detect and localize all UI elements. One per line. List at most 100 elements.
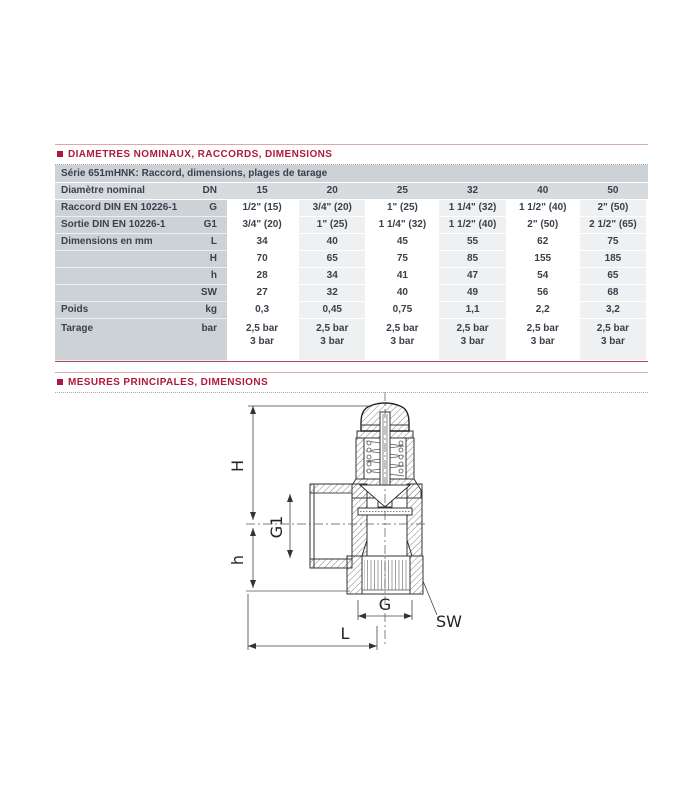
row-label: Dimensions en mm <box>55 234 185 251</box>
value-cell: 40 <box>367 285 438 301</box>
value-cell: 65 <box>577 268 648 284</box>
value-cell: 55 <box>437 234 508 250</box>
dimensions-table: Série 651mHNK: Raccord, dimensions, plag… <box>55 165 648 362</box>
section-header-diameters: DIAMETRES NOMINAUX, RACCORDS, DIMENSIONS <box>55 144 648 165</box>
section-title-measures: MESURES PRINCIPALES, DIMENSIONS <box>68 377 269 388</box>
table-row: Sortie DIN EN 10226-1 G1 3/4" (20) 1" (25) 1… <box>55 217 648 234</box>
value-cell: 49 <box>437 285 508 301</box>
value-cell: 1/2" (15) <box>227 200 298 216</box>
value-cell: 50 <box>577 183 648 199</box>
value-cell: 32 <box>297 285 368 301</box>
dimension-annotations: H h G1 G L SW <box>230 405 462 650</box>
value-cell: 62 <box>507 234 578 250</box>
value-cell: 28 <box>227 268 298 284</box>
value-cell: 0,3 <box>227 302 298 318</box>
value-cell: 25 <box>367 183 438 199</box>
table-row: Poids kg 0,3 0,45 0,75 1,1 2,2 3,2 <box>55 302 648 319</box>
value-cell: 47 <box>437 268 508 284</box>
row-label <box>55 285 185 302</box>
value-cell: 2,5 bar 3 bar <box>507 319 578 360</box>
value-cell: 2,5 bar 3 bar <box>577 319 648 360</box>
value-cell: 1" (25) <box>367 200 438 216</box>
row-symbol: G1 <box>185 217 227 234</box>
value-cell: 75 <box>367 251 438 267</box>
value-cell: 2,5 bar 3 bar <box>297 319 368 360</box>
value-cell: 34 <box>297 268 368 284</box>
row-symbol: bar <box>185 319 227 361</box>
row-symbol: h <box>185 268 227 285</box>
table-header-row: Diamètre nominal DN 15 20 25 32 40 50 <box>55 183 648 200</box>
dim-label-L: L <box>341 624 350 643</box>
inlet-connection <box>246 555 424 595</box>
value-cell: 27 <box>227 285 298 301</box>
value-cell: 3/4" (20) <box>297 200 368 216</box>
value-cell: 185 <box>577 251 648 267</box>
dim-label-G1: G1 <box>267 516 286 539</box>
row-label <box>55 268 185 285</box>
table-row: SW 27 32 40 49 56 68 <box>55 285 648 302</box>
red-square-icon <box>57 379 63 385</box>
table-body: Diamètre nominal DN 15 20 25 32 40 50 Raccord DI… <box>55 183 648 361</box>
value-cell: 2 1/2" (65) <box>577 217 648 233</box>
row-symbol: DN <box>185 183 227 199</box>
value-cell: 85 <box>437 251 508 267</box>
row-label <box>55 251 185 268</box>
row-symbol: L <box>185 234 227 251</box>
value-cell: 2" (50) <box>507 217 578 233</box>
value-cell: 54 <box>507 268 578 284</box>
table-row: Raccord DIN EN 10226-1 G 1/2" (15) 3/4" (20… <box>55 200 648 217</box>
row-label: Sortie DIN EN 10226-1 <box>55 217 185 234</box>
value-cell: 40 <box>507 183 578 199</box>
value-cell: 2,2 <box>507 302 578 318</box>
value-cell: 1 1/2" (40) <box>507 200 578 216</box>
value-cell: 2,5 bar 3 bar <box>367 319 438 360</box>
value-cell: 1,1 <box>437 302 508 318</box>
valve-technical-drawing: H h G1 G L SW <box>230 392 462 650</box>
table-row: h 28 34 41 47 54 65 <box>55 268 648 285</box>
section-title-diameters: DIAMETRES NOMINAUX, RACCORDS, DIMENSIONS <box>68 149 333 160</box>
value-cell: 1 1/4" (32) <box>367 217 438 233</box>
value-cell: 2,5 bar 3 bar <box>227 319 298 360</box>
table-subtitle: Série 651mHNK: Raccord, dimensions, plag… <box>55 165 648 183</box>
value-cell: 2" (50) <box>577 200 648 216</box>
value-cell: 20 <box>297 183 368 199</box>
dim-label-SW: SW <box>436 612 462 631</box>
value-cell: 68 <box>577 285 648 301</box>
value-cell: 0,75 <box>367 302 438 318</box>
table-row: Tarage bar 2,5 bar 3 bar 2,5 bar 3 bar 2,5 b… <box>55 319 648 361</box>
value-cell: 32 <box>437 183 508 199</box>
table-row: H 70 65 75 85 155 185 <box>55 251 648 268</box>
row-label: Diamètre nominal <box>55 183 185 199</box>
row-symbol: H <box>185 251 227 268</box>
dim-label-G: G <box>379 595 391 614</box>
row-symbol: kg <box>185 302 227 319</box>
value-cell: 56 <box>507 285 578 301</box>
value-cell: 45 <box>367 234 438 250</box>
value-cell: 65 <box>297 251 368 267</box>
value-cell: 3/4" (20) <box>227 217 298 233</box>
value-cell: 40 <box>297 234 368 250</box>
row-label: Tarage <box>55 319 185 361</box>
value-cell: 2,5 bar 3 bar <box>437 319 508 360</box>
value-cell: 0,45 <box>297 302 368 318</box>
value-cell: 15 <box>227 183 298 199</box>
value-cell: 75 <box>577 234 648 250</box>
value-cell: 3,2 <box>577 302 648 318</box>
outlet-port <box>309 483 353 569</box>
sw-leader-line <box>422 580 438 616</box>
value-cell: 1" (25) <box>297 217 368 233</box>
value-cell: 155 <box>507 251 578 267</box>
value-cell: 41 <box>367 268 438 284</box>
value-cell: 1 1/2" (40) <box>437 217 508 233</box>
dim-label-h: h <box>230 555 247 565</box>
table-row: Dimensions en mm L 34 40 45 55 62 75 <box>55 234 648 251</box>
row-label: Raccord DIN EN 10226-1 <box>55 200 185 217</box>
red-square-icon <box>57 151 63 157</box>
value-cell: 1 1/4" (32) <box>437 200 508 216</box>
row-symbol: SW <box>185 285 227 302</box>
section-header-measures: MESURES PRINCIPALES, DIMENSIONS <box>55 372 648 393</box>
value-cell: 34 <box>227 234 298 250</box>
row-label: Poids <box>55 302 185 319</box>
row-symbol: G <box>185 200 227 217</box>
